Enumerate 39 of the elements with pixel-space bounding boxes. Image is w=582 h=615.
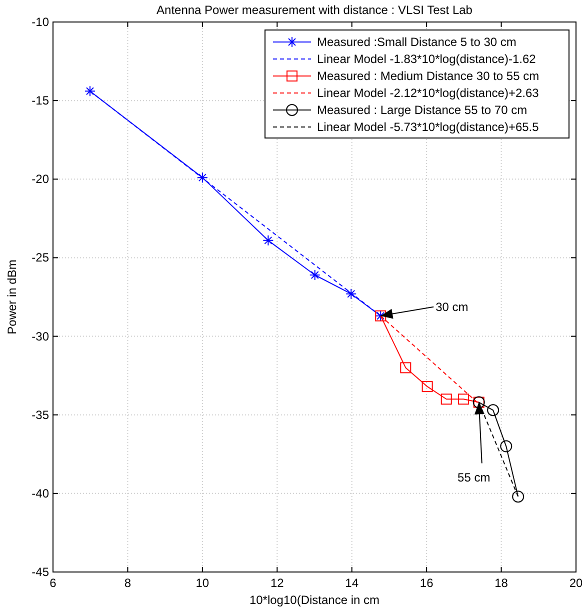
y-tick-label: -40 — [32, 486, 50, 500]
point — [262, 234, 274, 246]
chart-title: Antenna Power measurement with distance : VLSI Test Lab — [156, 3, 473, 17]
y-tick-label: -10 — [32, 15, 50, 29]
x-tick-label: 8 — [124, 576, 132, 590]
x-tick-label: 20 — [569, 576, 582, 590]
point — [196, 172, 208, 184]
legend-label: Measured : Medium Distance 30 to 55 cm — [317, 69, 540, 83]
x-tick-label: 12 — [270, 576, 284, 590]
x-tick-label: 14 — [345, 576, 359, 590]
point — [346, 288, 357, 300]
point — [422, 381, 433, 392]
x-axis-title: 10*log10(Distance in cm — [249, 593, 380, 607]
x-tick-label: 10 — [196, 576, 210, 590]
point — [512, 490, 524, 503]
y-tick-label: -30 — [32, 329, 50, 344]
point — [440, 394, 452, 405]
x-tick-label: 16 — [420, 576, 434, 590]
y-tick-label: -25 — [32, 250, 50, 265]
legend-label: Linear Model -5.73*10*log(distance)+65.5 — [317, 120, 540, 134]
annotation: 55 cm — [458, 470, 490, 484]
y-tick-label: -35 — [32, 408, 50, 422]
annotation: 30 cm — [436, 300, 468, 314]
point — [500, 440, 512, 452]
y-axis-title: Power in dBm — [5, 260, 19, 334]
legend-label: Measured : Large Distance 55 to 70 cm — [317, 103, 528, 117]
y-tick-label: -45 — [32, 565, 50, 579]
legend-label: Measured :Small Distance 5 to 30 cm — [317, 35, 516, 49]
point — [84, 86, 96, 97]
y-tick-label: -20 — [32, 172, 50, 186]
point — [309, 270, 320, 280]
legend-label: Linear Model -2.12*10*log(distance)+2.63 — [317, 86, 540, 100]
point — [458, 394, 470, 405]
y-tick-label: -15 — [32, 94, 50, 108]
point — [487, 404, 500, 416]
legend-label: Linear Model -1.83*10*log(distance)-1.62 — [317, 52, 536, 66]
point — [400, 362, 412, 374]
x-tick-label: 6 — [50, 576, 57, 590]
x-tick-label: 18 — [494, 576, 508, 590]
